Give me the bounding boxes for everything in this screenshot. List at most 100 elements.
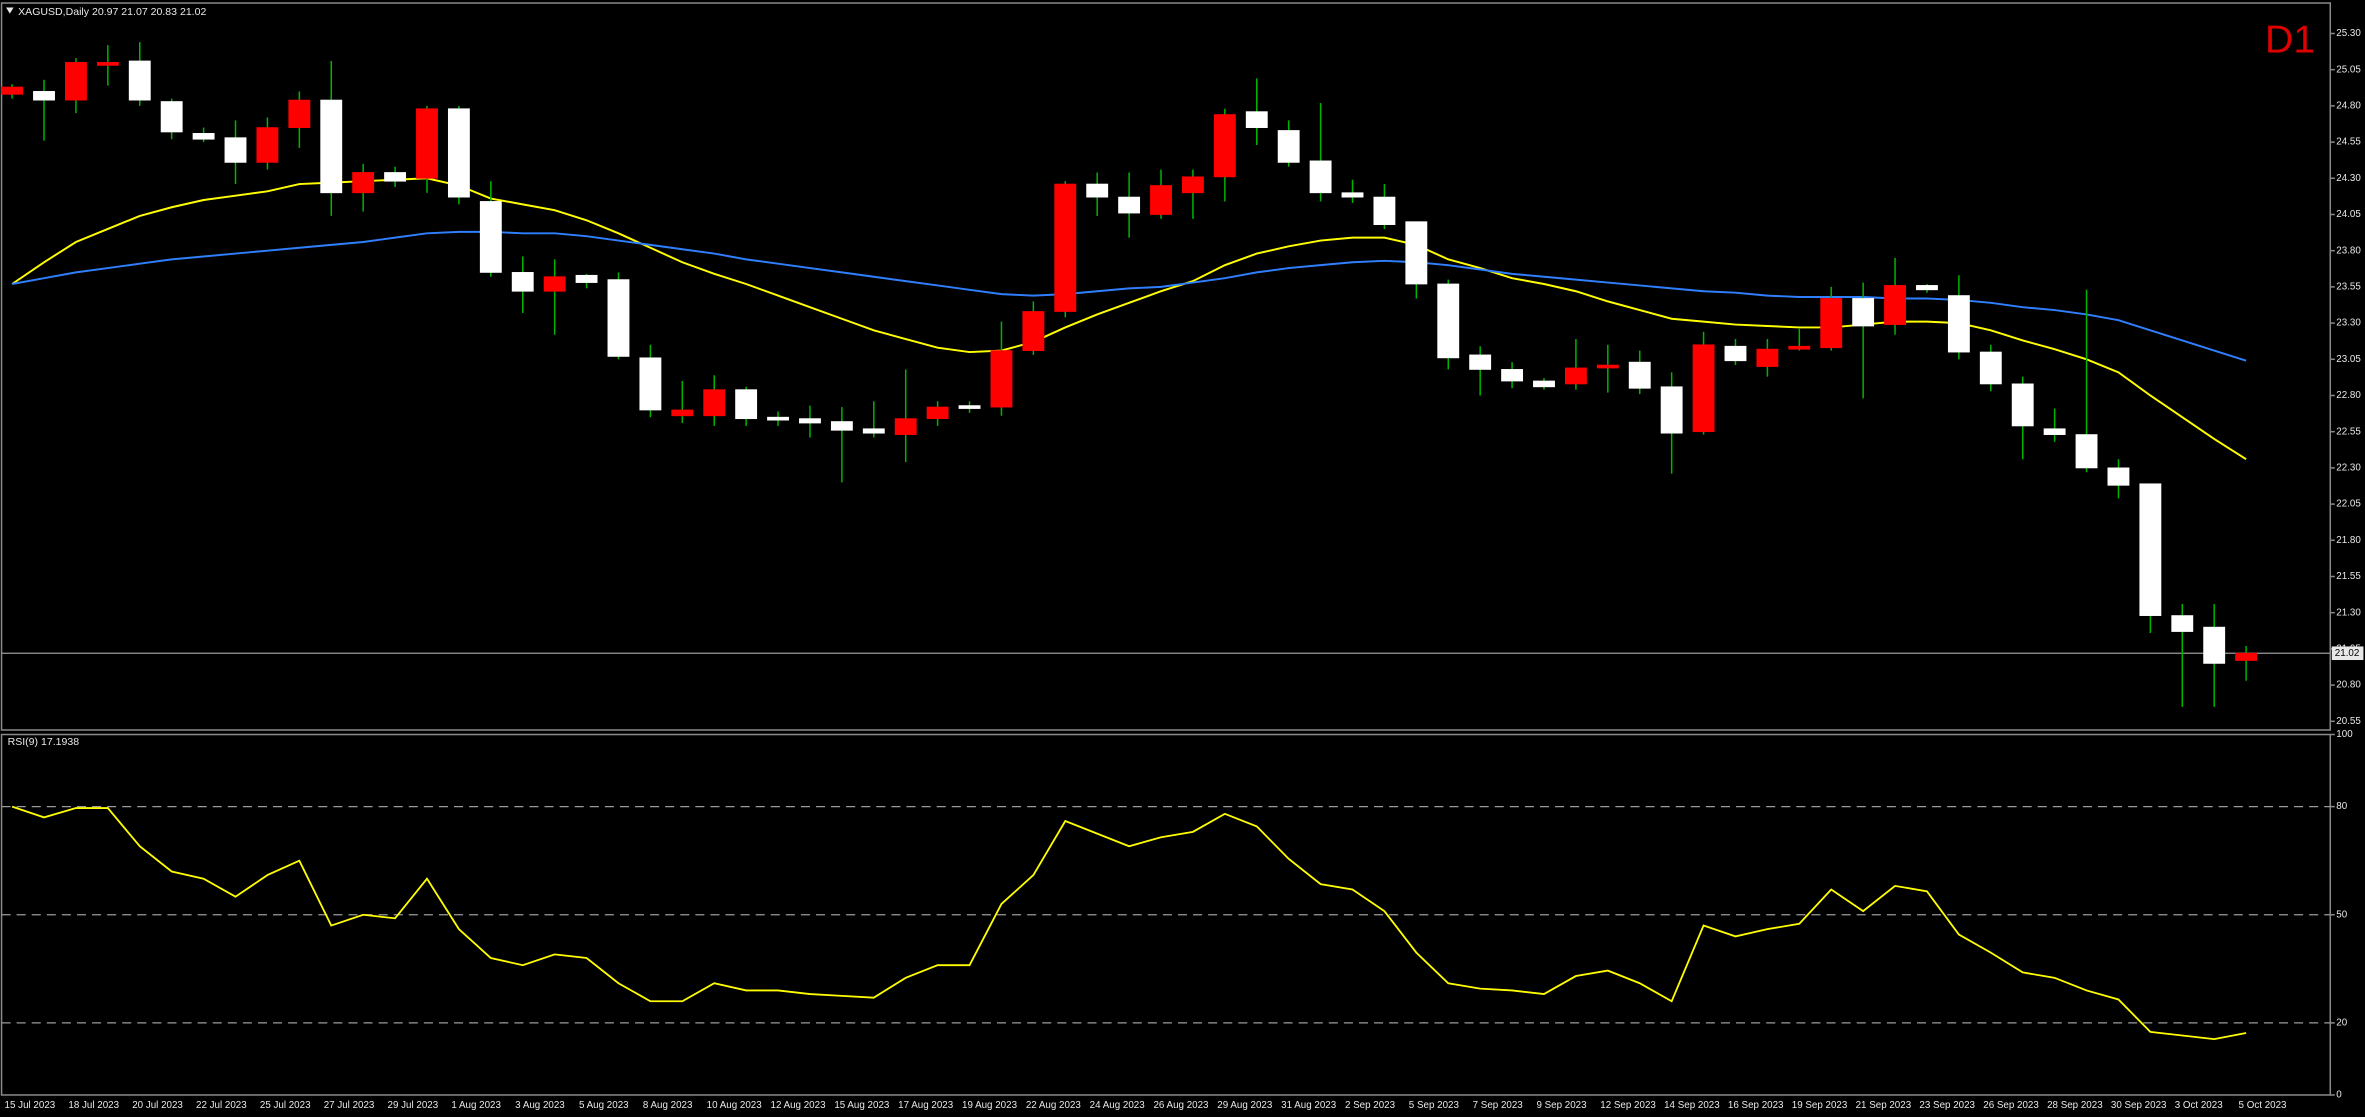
current-price-label: 21.02: [2335, 648, 2360, 659]
current-price-box: [2331, 646, 2364, 661]
candle-body: [1469, 354, 1492, 370]
y-tick-label: 20: [2336, 1017, 2347, 1028]
candle-body: [511, 272, 534, 292]
candle-body: [2139, 483, 2162, 616]
candle-body: [926, 406, 949, 420]
candle-body: [575, 274, 598, 283]
y-tick-label: 100: [2336, 729, 2353, 740]
candle-body: [639, 357, 662, 411]
candle-body: [1086, 183, 1109, 198]
candle-body: [1628, 361, 1651, 389]
candle-body: [1788, 345, 1811, 350]
candle-body: [1820, 298, 1843, 349]
candle-body: [671, 409, 694, 417]
candle-body: [1277, 130, 1300, 163]
candle-body: [384, 172, 407, 182]
x-tick-label: 19 Sep 2023: [1792, 1100, 1848, 1111]
candle-body: [320, 99, 343, 194]
x-tick-label: 25 Jul 2023: [260, 1100, 311, 1111]
x-tick-label: 23 Sep 2023: [1919, 1100, 1975, 1111]
candle-body: [1213, 114, 1236, 178]
candle-body: [958, 405, 981, 409]
x-tick-label: 29 Jul 2023: [388, 1100, 439, 1111]
candle-body: [1150, 185, 1172, 215]
y-tick-label: 25.30: [2336, 28, 2361, 39]
candle-body: [1947, 295, 1970, 353]
x-tick-label: 2 Sep 2023: [1345, 1100, 1396, 1111]
candle-body: [1724, 345, 1747, 362]
candle-body: [1405, 221, 1428, 285]
candle-body: [447, 108, 470, 198]
candle-body: [1118, 196, 1141, 214]
candle-body: [1373, 196, 1396, 226]
y-tick-label: 22.30: [2336, 462, 2361, 473]
candle-body: [416, 108, 438, 179]
x-tick-label: 8 Aug 2023: [643, 1100, 693, 1111]
candle-body: [799, 418, 821, 424]
y-tick-label: 80: [2336, 801, 2347, 812]
candle-body: [2235, 652, 2258, 661]
x-tick-label: 22 Aug 2023: [1026, 1100, 1082, 1111]
y-tick-label: 22.80: [2336, 390, 2361, 401]
candle-body: [1884, 285, 1906, 325]
candle-body: [192, 133, 215, 140]
candle-body: [2171, 615, 2194, 632]
candle-body: [2043, 428, 2066, 435]
x-tick-label: 26 Aug 2023: [1153, 1100, 1209, 1111]
candle-body: [1756, 348, 1779, 367]
x-tick-label: 1 Aug 2023: [451, 1100, 501, 1111]
x-tick-label: 12 Aug 2023: [771, 1100, 827, 1111]
x-tick-label: 31 Aug 2023: [1281, 1100, 1337, 1111]
candle-body: [65, 62, 87, 101]
candle-body: [703, 389, 726, 417]
candle-body: [1564, 367, 1587, 385]
x-tick-label: 15 Aug 2023: [834, 1100, 890, 1111]
candle-body: [1054, 183, 1077, 312]
x-tick-label: 16 Sep 2023: [1728, 1100, 1784, 1111]
x-tick-label: 30 Sep 2023: [2111, 1100, 2167, 1111]
symbol-header: XAGUSD,Daily 20.97 21.07 20.83 21.02: [18, 6, 206, 18]
rsi-line: [11, 805, 2247, 1041]
candle-body: [830, 421, 853, 431]
candle-body: [1437, 283, 1460, 359]
x-tick-label: 7 Sep 2023: [1473, 1100, 1524, 1111]
candle-body: [2011, 383, 2034, 427]
x-tick-label: 5 Oct 2023: [2239, 1100, 2287, 1111]
x-tick-label: 9 Sep 2023: [1536, 1100, 1587, 1111]
y-tick-label: 21.55: [2336, 571, 2361, 582]
x-tick-label: 21 Sep 2023: [1856, 1100, 1912, 1111]
y-tick-label: 22.05: [2336, 499, 2361, 510]
y-tick-label: 20.80: [2336, 680, 2361, 691]
y-tick-label: 25.05: [2336, 64, 2361, 75]
y-tick-label: 23.30: [2336, 318, 2361, 329]
x-tick-label: 19 Aug 2023: [962, 1100, 1018, 1111]
x-tick-label: 14 Sep 2023: [1664, 1100, 1720, 1111]
candle-body: [2075, 434, 2098, 469]
y-tick-label: 24.30: [2336, 173, 2361, 184]
y-tick-label: 24.55: [2336, 137, 2361, 148]
candle-body: [288, 99, 311, 128]
x-tick-label: 28 Sep 2023: [2047, 1100, 2103, 1111]
x-tick-label: 12 Sep 2023: [1600, 1100, 1656, 1111]
x-tick-label: 5 Aug 2023: [579, 1100, 629, 1111]
candle-body: [894, 418, 917, 435]
menu-icon[interactable]: [6, 7, 14, 14]
price-panel: [0, 2, 2332, 731]
candle-body: [735, 389, 758, 420]
candle-body: [862, 428, 885, 434]
candle-body: [224, 137, 247, 163]
rsi-header: RSI(9) 17.1938: [8, 736, 80, 748]
candle-body: [1979, 351, 2002, 385]
y-tick-label: 0: [2336, 1090, 2342, 1101]
x-tick-label: 29 Aug 2023: [1217, 1100, 1273, 1111]
candle-body: [256, 127, 279, 163]
x-tick-label: 10 Aug 2023: [707, 1100, 763, 1111]
candle-body: [128, 60, 151, 101]
y-tick-label: 23.80: [2336, 245, 2361, 256]
candle-body: [1501, 369, 1524, 382]
candle-body: [33, 91, 55, 101]
x-tick-label: 26 Sep 2023: [1983, 1100, 2039, 1111]
y-tick-label: 20.55: [2336, 716, 2361, 727]
x-tick-label: 18 Jul 2023: [68, 1100, 119, 1111]
